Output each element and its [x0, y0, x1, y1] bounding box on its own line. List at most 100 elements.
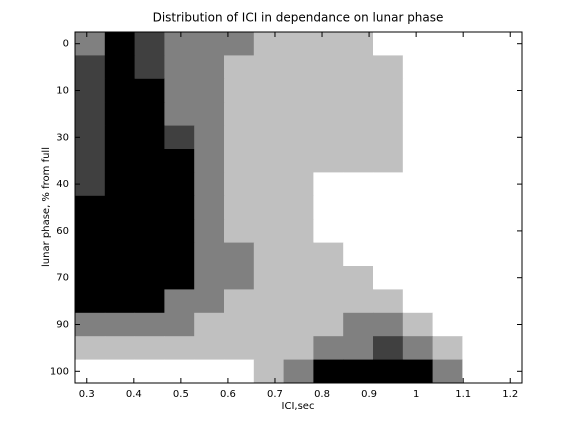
heatmap-cell: [492, 242, 523, 267]
x-tick-label: 0.8: [314, 389, 330, 400]
heatmap-cell: [402, 149, 434, 173]
heatmap-cell: [283, 359, 314, 384]
heatmap-cell: [75, 242, 106, 267]
heatmap-cell: [373, 266, 404, 290]
heatmap-cell: [492, 32, 523, 56]
heatmap-cell: [194, 289, 225, 314]
heatmap-cell: [164, 102, 195, 127]
x-tick-label: 0.4: [126, 389, 142, 400]
heatmap-cell: [104, 289, 136, 314]
heatmap-cell: [253, 312, 285, 337]
heatmap-cell: [402, 289, 434, 314]
heatmap-cell: [75, 289, 106, 314]
heatmap-cell: [194, 149, 225, 173]
heatmap-cell: [134, 172, 165, 197]
heatmap-cell: [134, 125, 165, 150]
heatmap-cell: [343, 102, 374, 127]
y-tick-label: 100: [50, 366, 69, 377]
heatmap-cell: [343, 266, 374, 290]
heatmap-cell: [462, 242, 493, 267]
heatmap-cell: [313, 312, 344, 337]
heatmap-cell: [402, 32, 434, 56]
heatmap-cell: [104, 336, 136, 361]
heatmap-cell: [402, 195, 434, 220]
heatmap-cell: [492, 149, 523, 173]
heatmap-cell: [75, 125, 106, 150]
heatmap-cell: [492, 55, 523, 80]
heatmap-cell: [224, 336, 255, 361]
heatmap-cell: [194, 125, 225, 150]
heatmap-cell: [432, 289, 463, 314]
heatmap-cell: [224, 242, 255, 267]
heatmap-cell: [164, 32, 195, 56]
heatmap-cell: [402, 55, 434, 80]
heatmap-cell: [134, 359, 165, 384]
heatmap-cell: [373, 195, 404, 220]
heatmap-cell: [343, 172, 374, 197]
heatmap-cell: [224, 32, 255, 56]
heatmap-cell: [313, 78, 344, 103]
heatmap-cell: [492, 172, 523, 197]
heatmap-cell: [283, 102, 314, 127]
x-tick-label: 0.7: [267, 389, 283, 400]
heatmap-cell: [164, 312, 195, 337]
heatmap-cell: [253, 102, 285, 127]
heatmap-cell: [75, 172, 106, 197]
heatmap-cell: [343, 149, 374, 173]
y-axis-label: lunar phase, % from full: [41, 147, 52, 267]
heatmap-cell: [253, 32, 285, 56]
heatmap-cell: [75, 32, 106, 56]
heatmap-cell: [194, 336, 225, 361]
heatmap-cell: [194, 55, 225, 80]
heatmap-cell: [104, 312, 136, 337]
heatmap-cell: [253, 125, 285, 150]
heatmap-cell: [134, 55, 165, 80]
heatmap-cell: [104, 219, 136, 244]
heatmap-cell: [104, 359, 136, 384]
heatmap-cell: [462, 359, 493, 384]
heatmap-cell: [402, 336, 434, 361]
heatmap-cell: [462, 195, 493, 220]
heatmap-cell: [402, 125, 434, 150]
heatmap-cell: [492, 359, 523, 384]
y-tick-label: 90: [56, 320, 69, 331]
heatmap-cell: [462, 266, 493, 290]
heatmap-cell: [194, 172, 225, 197]
heatmap-cell: [402, 359, 434, 384]
heatmap-cell: [432, 149, 463, 173]
heatmap-cell: [104, 102, 136, 127]
heatmap-cell: [373, 289, 404, 314]
heatmap-cell: [104, 172, 136, 197]
heatmap-cell: [134, 336, 165, 361]
heatmap-cell: [164, 78, 195, 103]
heatmap-cell: [492, 336, 523, 361]
heatmap-cell: [373, 172, 404, 197]
heatmap-cell: [462, 32, 493, 56]
heatmap-cell: [253, 219, 285, 244]
heatmap-cell: [343, 359, 374, 384]
chart-title: Distribution of ICI in dependance on lun…: [153, 11, 444, 25]
heatmap-cell: [104, 32, 136, 56]
heatmap-cell: [283, 125, 314, 150]
heatmap-cell: [343, 32, 374, 56]
heatmap-cell: [373, 125, 404, 150]
heatmap-cell: [402, 219, 434, 244]
heatmap-cell: [313, 359, 344, 384]
heatmap-cell: [164, 266, 195, 290]
y-tick-label: 30: [56, 132, 69, 143]
heatmap-cell: [492, 78, 523, 103]
axes-frame: [74, 31, 523, 384]
y-tick-label: 0: [63, 39, 69, 50]
heatmap-cell: [343, 78, 374, 103]
heatmap-cell: [462, 55, 493, 80]
heatmap-cell: [373, 55, 404, 80]
heatmap-cell: [253, 172, 285, 197]
heatmap-cell: [253, 195, 285, 220]
heatmap-cell: [432, 219, 463, 244]
heatmap-cell: [283, 195, 314, 220]
heatmap-cell: [283, 289, 314, 314]
heatmap-cell: [462, 172, 493, 197]
heatmap-cell: [134, 266, 165, 290]
heatmap-cell: [194, 102, 225, 127]
